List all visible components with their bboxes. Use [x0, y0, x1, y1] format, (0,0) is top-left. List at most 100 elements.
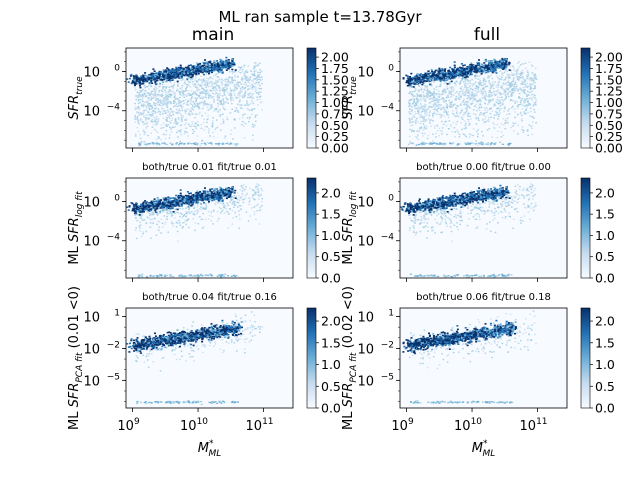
heatmap-cell	[191, 107, 193, 109]
heatmap-cell	[497, 62, 500, 65]
heatmap-cell	[187, 71, 190, 73]
heatmap-cell	[216, 143, 219, 145]
heatmap-cell	[423, 125, 426, 127]
heatmap-cell	[499, 108, 502, 110]
heatmap-cell	[168, 77, 171, 80]
heatmap-cell	[196, 68, 199, 70]
heatmap-cell	[499, 99, 501, 102]
heatmap-cell	[518, 92, 521, 95]
heatmap-cell	[219, 115, 221, 117]
heatmap-cell	[417, 99, 419, 101]
heatmap-cell	[217, 103, 220, 105]
heatmap-cell	[458, 76, 461, 78]
heatmap-cell	[424, 132, 426, 135]
heatmap-cell	[163, 102, 166, 104]
heatmap-cell	[186, 67, 188, 70]
heatmap-cell	[483, 113, 485, 115]
heatmap-cell	[467, 91, 469, 93]
heatmap-cell	[184, 70, 187, 73]
heatmap-cell	[257, 186, 259, 188]
panel-main-row0: 10 010 −4SFRtrue0.000.250.500.751.001.251.…	[67, 47, 349, 156]
heatmap-cell	[259, 84, 261, 87]
heatmap-cell	[516, 71, 518, 73]
heatmap-cell	[420, 87, 423, 89]
heatmap-cell	[166, 119, 168, 121]
heatmap-cell	[192, 132, 194, 134]
heatmap-cell	[465, 122, 467, 125]
heatmap-cell	[444, 100, 447, 102]
heatmap-cell	[170, 71, 172, 73]
heatmap-cell	[522, 91, 525, 94]
heatmap-cell	[459, 143, 461, 145]
heatmap-cell	[475, 64, 478, 67]
heatmap-cell	[531, 133, 533, 136]
heatmap-cell	[535, 104, 537, 106]
heatmap-cell	[433, 112, 435, 115]
heatmap-cell	[418, 113, 421, 116]
heatmap-cell	[513, 74, 515, 77]
heatmap-cell	[142, 110, 145, 112]
heatmap-cell	[436, 95, 439, 97]
heatmap-cell	[443, 111, 445, 113]
heatmap-cell	[491, 65, 494, 68]
heatmap-cell	[420, 83, 422, 85]
heatmap-cell	[454, 136, 456, 138]
heatmap-cell	[466, 76, 469, 78]
heatmap-cell	[452, 121, 455, 124]
heatmap-cell	[504, 68, 507, 70]
heatmap-cell	[187, 67, 190, 69]
heatmap-cell	[244, 81, 247, 84]
heatmap-cell	[461, 85, 463, 88]
heatmap-cell	[467, 89, 469, 91]
heatmap-cell	[433, 111, 436, 113]
heatmap-cell	[175, 226, 178, 228]
heatmap-cell	[136, 106, 139, 109]
heatmap-cell	[458, 73, 461, 76]
heatmap-cell	[493, 126, 495, 129]
heatmap-cell	[209, 103, 212, 106]
heatmap-cell	[162, 122, 165, 124]
colorbar	[306, 47, 317, 149]
heatmap-cell	[425, 125, 428, 128]
heatmap-cell	[487, 60, 490, 62]
heatmap-cell	[477, 117, 480, 120]
heatmap-cell	[230, 197, 232, 199]
heatmap-cell	[168, 210, 170, 213]
heatmap-cell	[179, 87, 182, 90]
heatmap-cell	[223, 94, 226, 96]
heatmap-cell	[190, 143, 193, 145]
heatmap-cell	[135, 98, 137, 101]
heatmap-cell	[510, 126, 512, 129]
heatmap-cell	[147, 97, 150, 99]
heatmap-cell	[180, 128, 182, 131]
heatmap-cell	[512, 80, 515, 82]
heatmap-cell	[136, 118, 138, 120]
heatmap-cell	[253, 86, 255, 88]
heatmap-cell	[415, 97, 418, 100]
heatmap-cell	[151, 97, 153, 99]
heatmap-cell	[530, 125, 533, 127]
heatmap-cell	[258, 98, 261, 101]
heatmap-cell	[440, 143, 443, 145]
heatmap-cell	[493, 123, 496, 126]
heatmap-cell	[142, 129, 145, 131]
heatmap-cell	[149, 103, 151, 105]
heatmap-cell	[525, 105, 527, 107]
heatmap-cell	[474, 99, 476, 101]
heatmap-cell	[187, 99, 189, 102]
heatmap-cell	[509, 65, 512, 68]
colorbar-tick-label: 0.25	[321, 129, 349, 144]
heatmap-cell	[150, 80, 153, 82]
heatmap-cell	[467, 101, 470, 103]
heatmap-cell	[150, 77, 153, 80]
heatmap-cell	[241, 120, 244, 123]
heatmap-cell	[222, 122, 225, 124]
heatmap-cell	[439, 113, 441, 116]
heatmap-cell	[463, 104, 465, 106]
heatmap-cell	[154, 75, 157, 77]
heatmap-cell	[434, 127, 436, 129]
heatmap-cell	[191, 68, 194, 71]
heatmap-cell	[192, 71, 195, 74]
heatmap-cell	[513, 86, 515, 88]
heatmap-cell	[144, 101, 146, 103]
